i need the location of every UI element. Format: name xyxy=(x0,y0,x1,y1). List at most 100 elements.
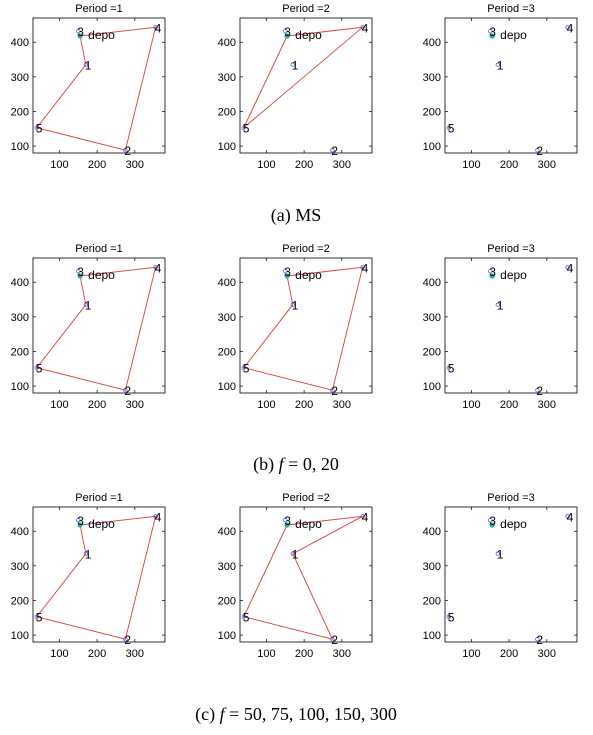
axes-box xyxy=(32,506,166,643)
y-tick-label: 400 xyxy=(218,277,236,289)
axes-box xyxy=(32,17,166,154)
x-tick-label: 300 xyxy=(538,399,556,411)
x-tick-label: 100 xyxy=(50,399,68,411)
node-1-marker xyxy=(495,302,500,307)
x-tick-label: 200 xyxy=(500,648,518,660)
node-1-label: 1 xyxy=(292,548,299,562)
row-caption: (a) MS xyxy=(271,205,322,226)
node-1-marker xyxy=(290,62,295,67)
depot-marker xyxy=(284,33,290,39)
y-tick-label: 400 xyxy=(423,37,441,49)
y-tick-label: 300 xyxy=(423,312,441,324)
y-tick-label: 200 xyxy=(423,106,441,118)
node-3-marker xyxy=(488,517,493,523)
node-2-label: 2 xyxy=(331,633,338,647)
depot-label: depo xyxy=(500,28,527,42)
node-3-marker xyxy=(76,268,81,274)
node-4-label: 4 xyxy=(567,261,574,275)
node-2-marker xyxy=(535,388,540,393)
node-3-marker xyxy=(76,28,81,34)
node-5-marker xyxy=(446,614,451,619)
caption-suffix: = 50, 75, 100, 150, 300 xyxy=(229,704,397,724)
x-tick-label: 100 xyxy=(462,648,480,660)
y-tick-label: 400 xyxy=(11,526,29,538)
route-line xyxy=(243,515,363,640)
x-tick-label: 100 xyxy=(462,159,480,171)
node-2-marker xyxy=(330,148,335,153)
y-tick-label: 100 xyxy=(11,630,29,642)
node-2-marker xyxy=(123,637,128,642)
x-tick-label: 300 xyxy=(126,648,144,660)
node-1-marker xyxy=(290,302,295,307)
y-tick-label: 100 xyxy=(423,381,441,393)
depot-marker xyxy=(77,273,83,279)
node-4-marker xyxy=(153,514,158,519)
node-5-label: 5 xyxy=(448,362,455,376)
depot-marker xyxy=(77,33,83,39)
panel-r1-c2: Period =2 100 200 300 400 100 200 300 1 2 3 4 5 depo xyxy=(218,3,373,171)
panel-r2-c3: Period =3 100 200 300 400 100 200 300 1 2 3 4 5 depo xyxy=(423,243,578,411)
y-tick-label: 100 xyxy=(218,141,236,153)
row-caption: (c) f = 50, 75, 100, 150, 300 xyxy=(195,704,397,725)
y-tick-label: 100 xyxy=(423,141,441,153)
x-tick-label: 300 xyxy=(126,159,144,171)
node-4-marker xyxy=(360,265,365,270)
panel-r3-c3: Period =3 100 200 300 400 100 200 300 1 2 3 4 5 depo xyxy=(423,492,578,660)
node-1-marker xyxy=(83,62,88,67)
x-tick-label: 200 xyxy=(500,159,518,171)
axes-box xyxy=(444,17,578,154)
node-1-label: 1 xyxy=(497,548,504,562)
route-line xyxy=(36,26,157,151)
y-tick-label: 100 xyxy=(218,630,236,642)
node-2-marker xyxy=(330,388,335,393)
node-5-label: 5 xyxy=(243,611,250,625)
x-tick-label: 200 xyxy=(295,399,313,411)
node-5-marker xyxy=(241,365,246,370)
y-tick-label: 300 xyxy=(218,72,236,84)
y-tick-label: 200 xyxy=(218,346,236,358)
node-5-marker xyxy=(34,614,39,619)
x-tick-label: 100 xyxy=(257,399,275,411)
panel-title: Period =3 xyxy=(487,492,534,504)
depot-marker xyxy=(77,522,83,528)
depot-label: depo xyxy=(500,268,527,282)
node-2-marker xyxy=(123,148,128,153)
y-tick-label: 400 xyxy=(218,526,236,538)
row-caption: (b) f = 0, 20 xyxy=(253,454,339,475)
x-tick-label: 100 xyxy=(257,648,275,660)
route-line xyxy=(36,266,157,391)
y-tick-label: 200 xyxy=(218,106,236,118)
x-tick-label: 100 xyxy=(257,159,275,171)
node-3-label: 3 xyxy=(489,25,496,39)
node-2-label: 2 xyxy=(331,384,338,398)
node-5-label: 5 xyxy=(448,611,455,625)
caption-prefix: (c) xyxy=(195,704,215,725)
panel-title: Period =1 xyxy=(75,3,122,15)
node-1-label: 1 xyxy=(497,299,504,313)
y-tick-label: 400 xyxy=(218,37,236,49)
y-tick-label: 100 xyxy=(11,381,29,393)
axes-box xyxy=(444,257,578,394)
y-tick-label: 300 xyxy=(11,561,29,573)
node-3-marker xyxy=(488,28,493,34)
y-tick-label: 400 xyxy=(11,37,29,49)
node-5-label: 5 xyxy=(36,362,43,376)
node-4-label: 4 xyxy=(155,21,162,35)
y-tick-label: 400 xyxy=(11,277,29,289)
node-5-marker xyxy=(34,125,39,130)
y-tick-label: 400 xyxy=(423,277,441,289)
node-4-marker xyxy=(565,514,570,519)
x-tick-label: 200 xyxy=(88,399,106,411)
node-1-marker xyxy=(83,551,88,556)
node-3-label: 3 xyxy=(77,25,84,39)
axes-box xyxy=(239,506,373,643)
panel-title: Period =1 xyxy=(75,243,122,255)
node-1-label: 1 xyxy=(85,548,92,562)
node-2-marker xyxy=(123,388,128,393)
y-tick-label: 100 xyxy=(423,630,441,642)
node-2-label: 2 xyxy=(536,633,543,647)
y-tick-label: 100 xyxy=(218,381,236,393)
node-5-label: 5 xyxy=(243,362,250,376)
y-tick-label: 200 xyxy=(423,346,441,358)
depot-label: depo xyxy=(88,268,115,282)
